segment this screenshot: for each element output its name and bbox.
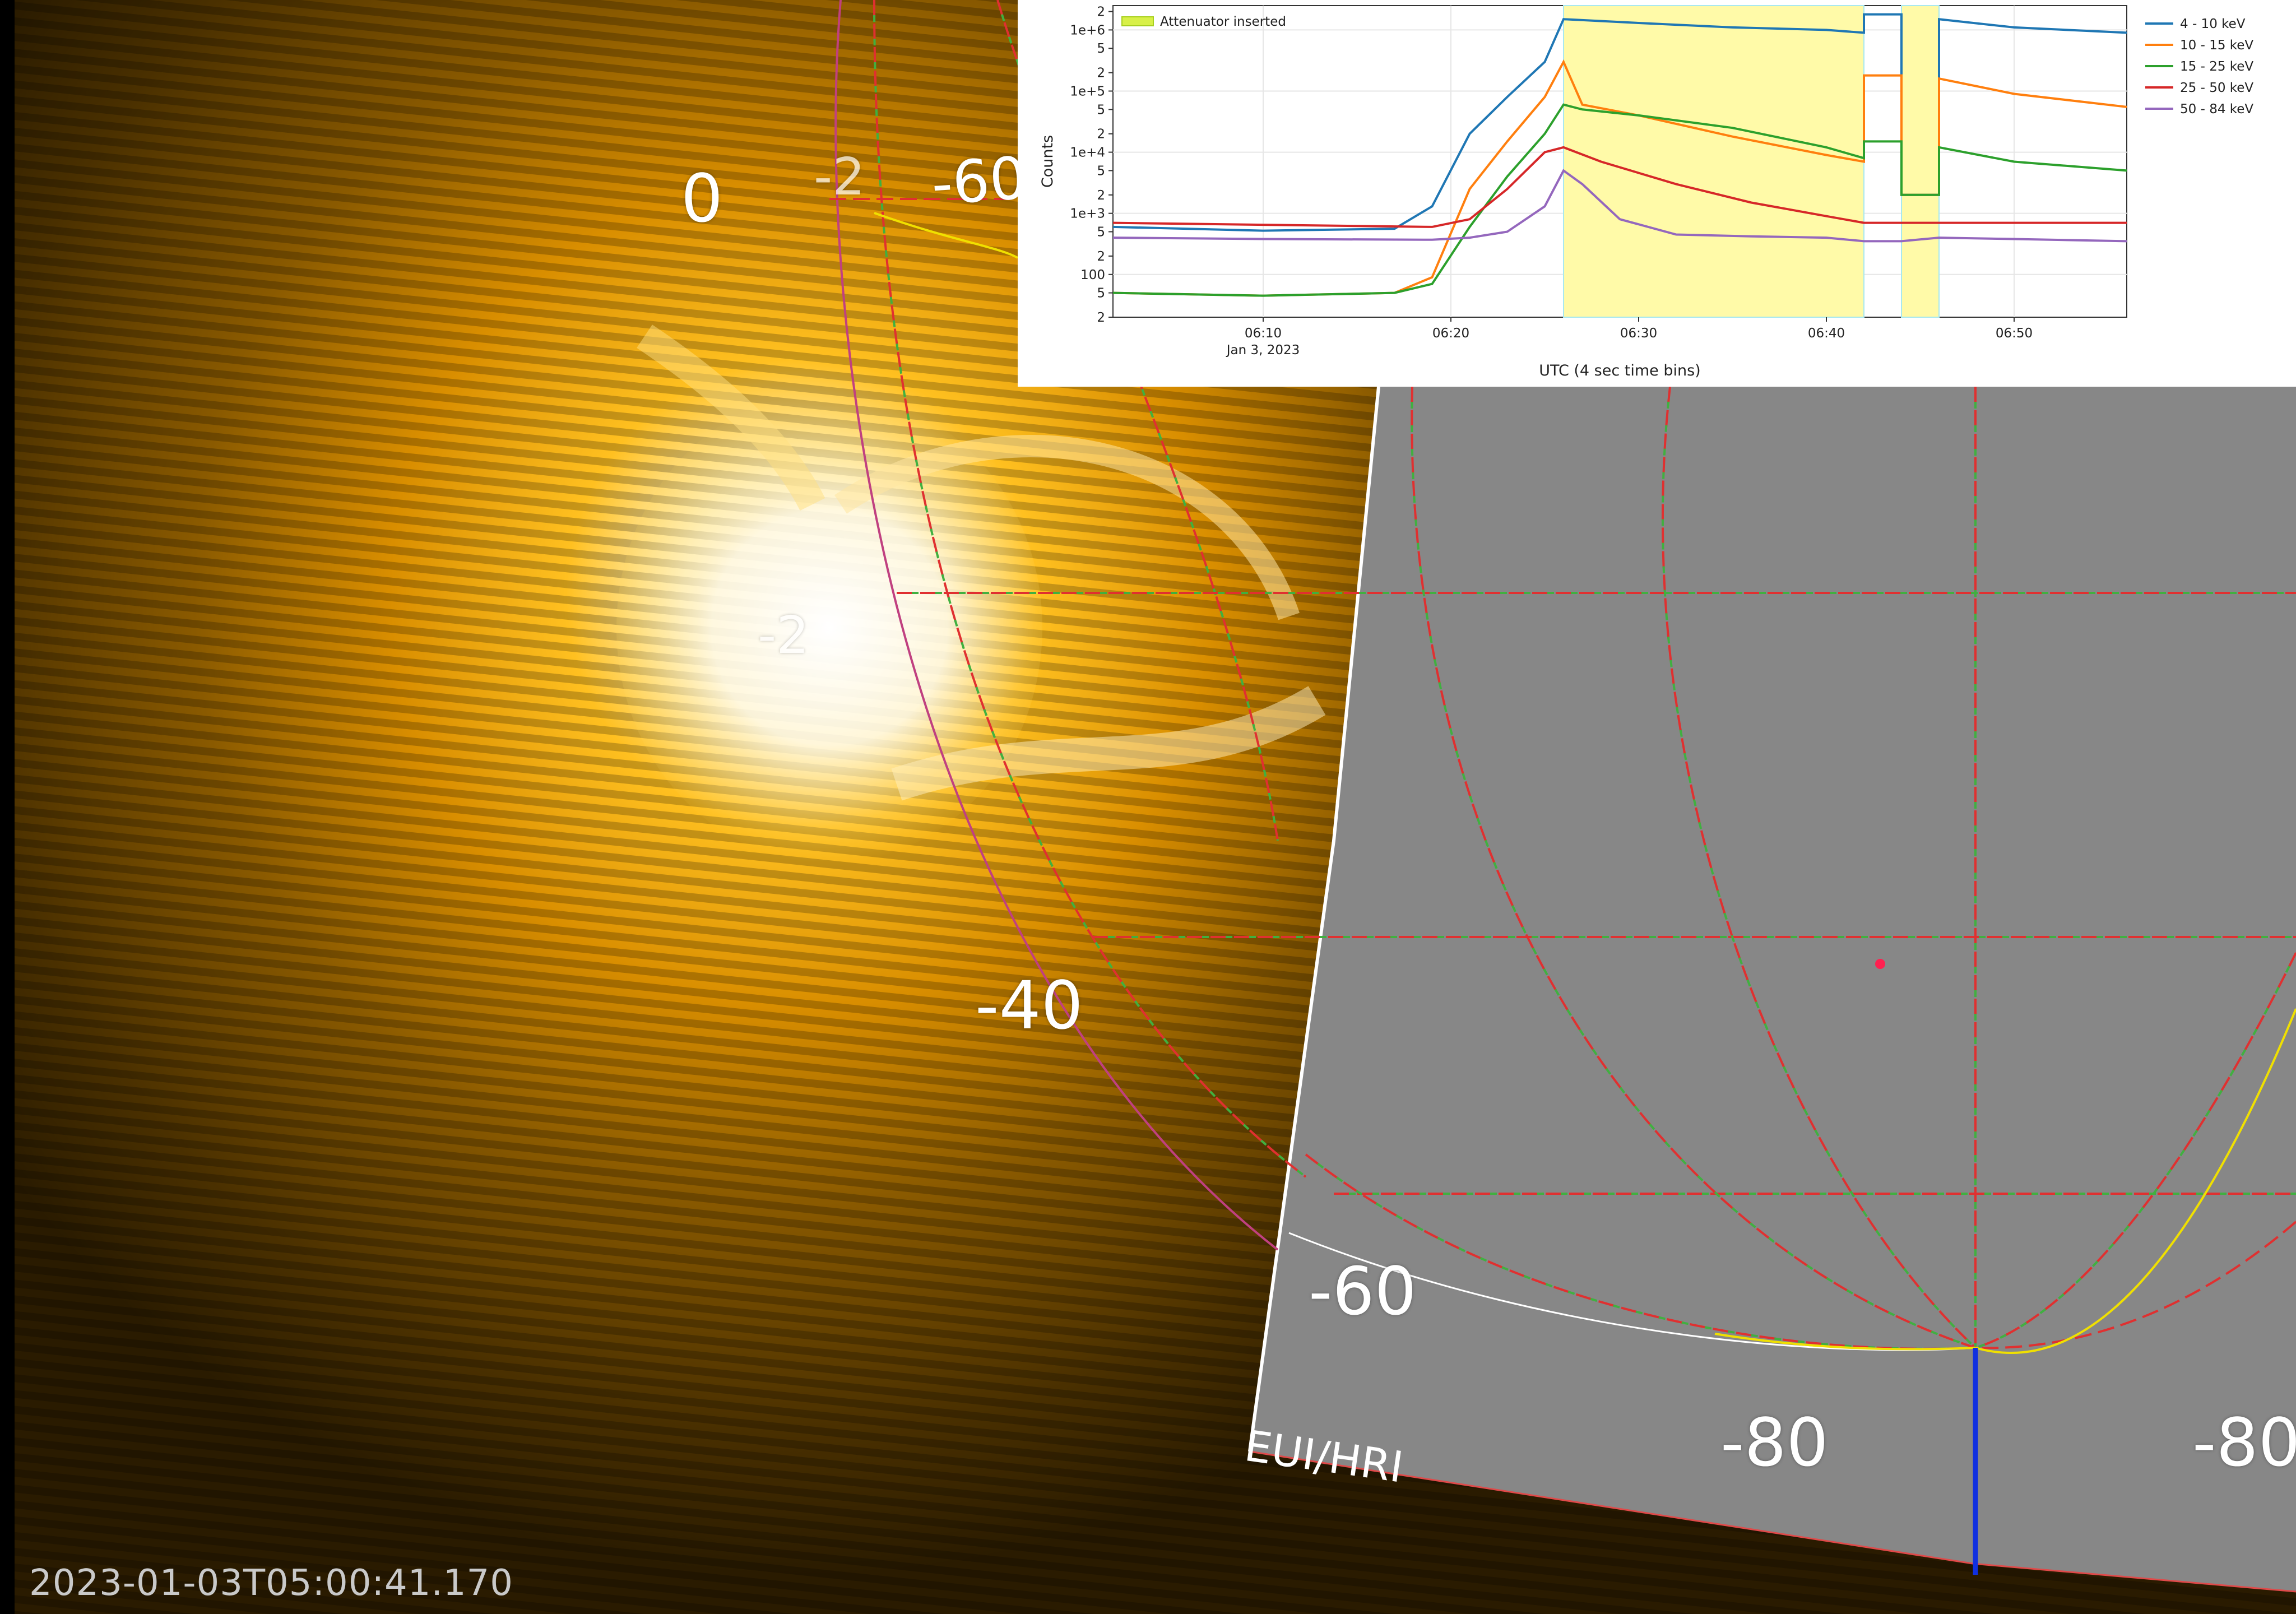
grid-label-lat-minus-60-top: -60: [929, 143, 1029, 219]
x-tick-label: 06:40: [1808, 326, 1845, 341]
y-axis-title: Counts: [1039, 135, 1056, 188]
legend-label-3: 25 - 50 keV: [2180, 81, 2253, 95]
x-tick-label: 06:50: [1996, 326, 2033, 341]
series-line-3: [1112, 146, 2127, 228]
x-subtick-label: Jan 3, 2023: [1226, 343, 1300, 358]
coronal-loop: [891, 686, 1326, 801]
observation-timestamp: 2023-01-03T05:00:41.170: [29, 1562, 513, 1604]
attenuator-region: [1901, 5, 1940, 318]
legend-label-1: 10 - 15 keV: [2180, 38, 2253, 53]
y-tick-label: 5: [1097, 103, 1105, 117]
y-tick-label: 5: [1097, 286, 1105, 301]
y-tick-label: 100: [1080, 268, 1105, 282]
y-tick-label: 2: [1097, 249, 1105, 264]
y-tick-label: 2: [1097, 310, 1105, 325]
coronal-loop: [637, 324, 825, 511]
grid-label-lat-minus-80-right: -80: [2192, 1404, 2296, 1481]
x-tick-label: 06:20: [1432, 326, 1469, 341]
series-line-4: [1112, 169, 2127, 243]
legend-label-0: 4 - 10 keV: [2180, 17, 2246, 31]
y-tick-label: 1e+5: [1070, 84, 1105, 99]
x-axis-title: UTC (4 sec time bins): [1539, 362, 1700, 379]
hri-field-of-view: [1250, 387, 2296, 1592]
attenuator-legend-swatch: [1121, 16, 1154, 26]
y-tick-label: 5: [1097, 225, 1105, 240]
y-tick-label: 2: [1097, 188, 1105, 203]
y-tick-label: 1e+4: [1070, 146, 1105, 160]
grid-label-lat-minus-80-left: -80: [1720, 1404, 1829, 1481]
attenuator-region: [1563, 5, 1864, 318]
legend-label-4: 50 - 84 keV: [2180, 102, 2253, 117]
y-tick-label: 2: [1097, 66, 1105, 81]
y-tick-label: 2: [1097, 127, 1105, 142]
y-tick-label: 2: [1097, 5, 1105, 20]
legend-label-2: 15 - 25 keV: [2180, 59, 2253, 74]
grid-label-partial: -2: [814, 147, 865, 207]
grid-label-partial: -2: [758, 605, 809, 665]
attenuator-legend-label: Attenuator inserted: [1160, 15, 1286, 29]
grid-label-lat-0: 0: [681, 160, 723, 237]
grid-label-lat-minus-40: -40: [975, 967, 1083, 1044]
y-tick-label: 1e+6: [1070, 23, 1105, 38]
y-tick-label: 1e+3: [1070, 207, 1105, 221]
y-tick-label: 5: [1097, 41, 1105, 56]
target-marker: [1875, 959, 1885, 969]
lightcurve-chart-panel: 2 1e+6 5 2 1e+5 5 2 1e+4 5 2 1e+3 5 2 100 5 2 06:10 Jan 3…: [1018, 0, 2296, 387]
x-tick-label: 06:30: [1620, 326, 1657, 341]
y-tick-label: 5: [1097, 164, 1105, 178]
grid-label-lat-minus-60: -60: [1309, 1253, 1417, 1330]
lightcurve-chart: 2 1e+6 5 2 1e+5 5 2 1e+4 5 2 1e+3 5 2 100 5 2 06:10 Jan 3…: [1039, 5, 2253, 379]
series-line-2: [1112, 103, 2127, 297]
x-tick-label: 06:10: [1245, 326, 1282, 341]
